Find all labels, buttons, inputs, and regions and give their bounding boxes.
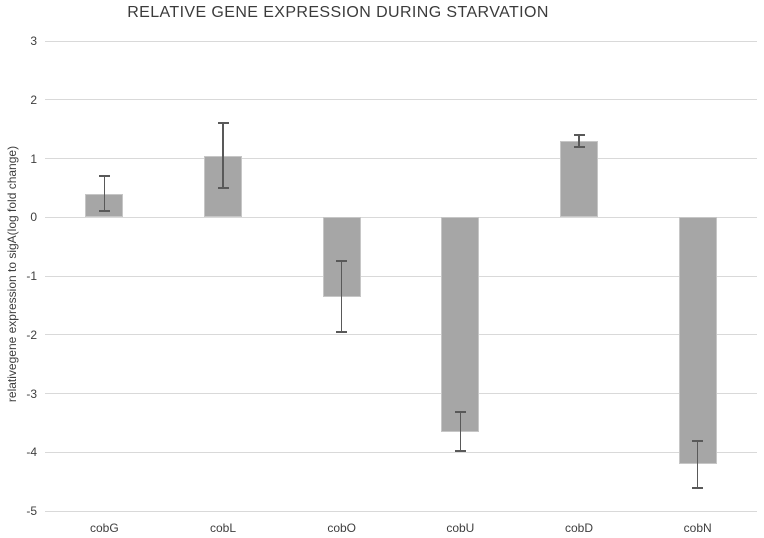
- error-whisker-cobG: [103, 176, 106, 212]
- y-tick-label--2: -2: [26, 327, 37, 342]
- error-whisker-cobU: [459, 412, 462, 452]
- x-tick-label-cobU: cobU: [446, 521, 475, 535]
- error-whisker-cobD: [578, 135, 580, 147]
- y-tick-label-2: 2: [30, 92, 37, 107]
- bar-cobU: [441, 217, 480, 432]
- y-tick-label--3: -3: [26, 386, 37, 401]
- error-cap-bottom-cobG: [98, 210, 110, 213]
- gridline-0: [45, 216, 757, 218]
- error-cap-top-cobU: [454, 411, 466, 414]
- y-tick-label-1: 1: [30, 151, 37, 166]
- bar-cobD: [560, 140, 598, 218]
- x-tick-label-cobG: cobG: [89, 521, 119, 535]
- y-tick-label--1: -1: [26, 269, 37, 283]
- error-cap-bottom-cobU: [454, 450, 466, 453]
- error-cap-top-cobD: [573, 134, 585, 136]
- chart-title: RELATIVE GENE EXPRESSION DURING STARVATI…: [127, 4, 549, 21]
- gridline--1: [45, 275, 757, 277]
- error-cap-top-cobN: [692, 439, 704, 442]
- gridline--3: [45, 393, 757, 394]
- x-tick-label-cobD: cobD: [564, 521, 593, 535]
- gridline--2: [45, 334, 757, 336]
- gridline-3: [45, 40, 757, 42]
- gridline-1: [45, 158, 757, 159]
- error-cap-top-cobG: [98, 175, 110, 178]
- error-cap-bottom-cobN: [692, 486, 704, 489]
- error-cap-bottom-cobO: [336, 330, 348, 333]
- error-whisker-cobN: [696, 440, 699, 488]
- error-cap-top-cobL: [217, 122, 229, 125]
- error-cap-top-cobO: [336, 260, 348, 263]
- gridline--5: [45, 510, 757, 512]
- error-whisker-cobO: [340, 261, 343, 332]
- plot-area: [45, 40, 757, 512]
- error-whisker-cobL: [222, 123, 224, 188]
- x-tick-label-cobL: cobL: [209, 521, 237, 535]
- y-tick-label--4: -4: [26, 445, 37, 460]
- y-tick-label-3: 3: [30, 34, 37, 48]
- y-tick-label-0: 0: [30, 210, 37, 225]
- error-cap-bottom-cobD: [573, 145, 585, 148]
- x-tick-label-cobN: cobN: [683, 521, 712, 535]
- bar-cobN: [678, 217, 717, 464]
- gridline--4: [45, 451, 757, 453]
- x-tick-label-cobO: cobO: [327, 521, 356, 535]
- y-tick-label--5: -5: [26, 504, 37, 518]
- gridline-2: [45, 99, 757, 101]
- error-cap-bottom-cobL: [217, 186, 229, 189]
